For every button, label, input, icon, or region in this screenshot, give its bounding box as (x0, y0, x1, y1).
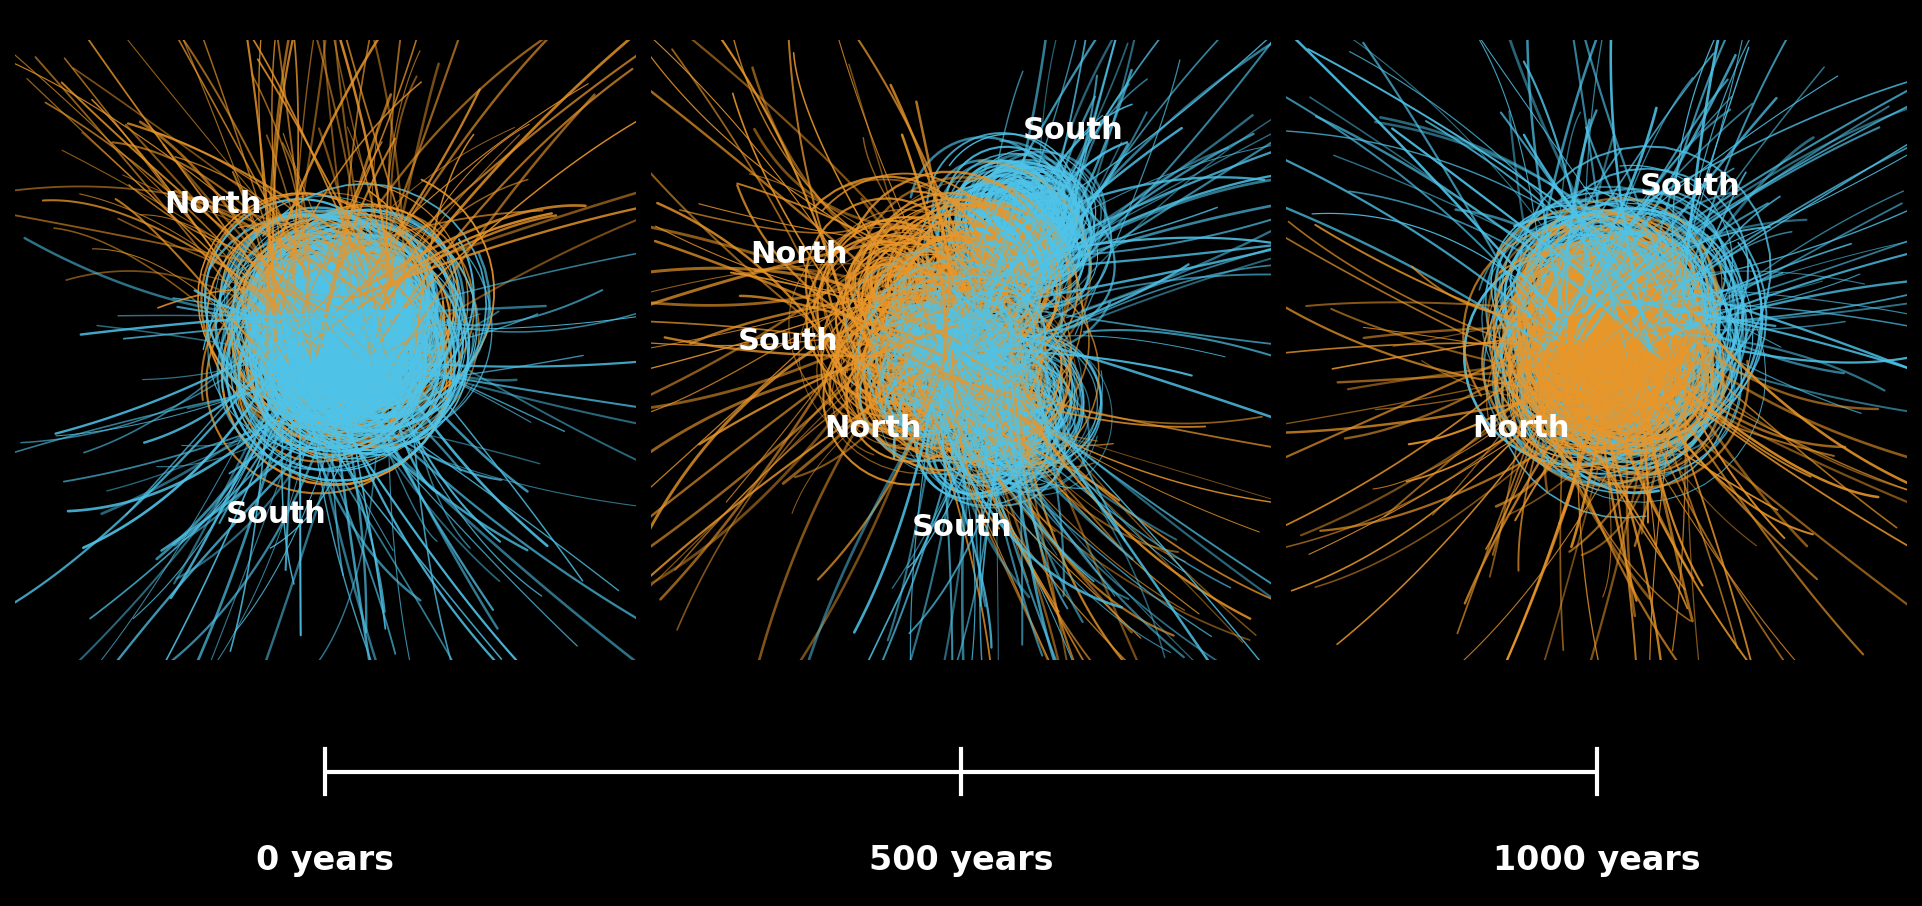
Text: 0 years: 0 years (256, 844, 394, 877)
Text: North: North (163, 190, 261, 219)
Text: South: South (911, 513, 1013, 542)
Text: 1000 years: 1000 years (1493, 844, 1701, 877)
Text: South: South (738, 327, 838, 356)
Text: South: South (1639, 171, 1741, 200)
Text: North: North (825, 413, 923, 442)
Text: North: North (1472, 413, 1570, 442)
Text: 500 years: 500 years (869, 844, 1053, 877)
Text: North: North (750, 240, 848, 269)
Text: South: South (227, 500, 327, 529)
Text: South: South (1023, 116, 1124, 145)
